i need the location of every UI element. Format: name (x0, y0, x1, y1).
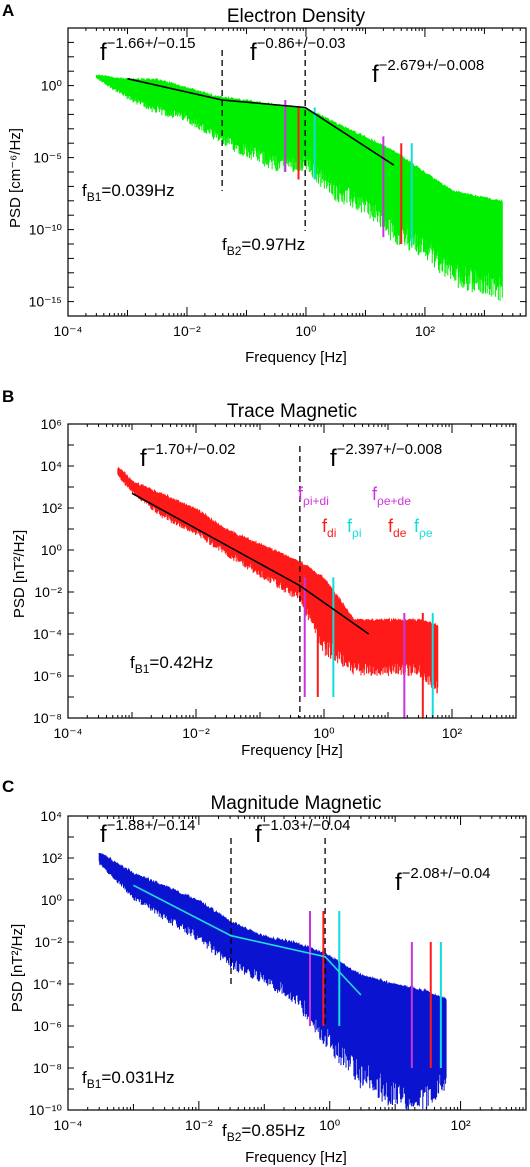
legend-entry-5: fde (388, 516, 407, 540)
legend-entry-2: fρe+de (372, 484, 411, 508)
break-frequency-label-1: fB1=0.039Hz (82, 181, 175, 204)
x-tick-label: 10⁻² (182, 725, 210, 741)
fit-line (131, 492, 370, 635)
power-law-label-2: f−0.86+/−0.03 (250, 35, 346, 66)
power-law-label-1: f−1.70+/−0.02 (140, 441, 236, 472)
y-tick-label: 10⁴ (40, 458, 62, 474)
legend-entry-3: fdi (322, 516, 336, 540)
legend-entry-1: fρi+di (298, 484, 329, 508)
panel-a-title: Electron Density (227, 6, 366, 27)
y-tick-label: 10⁻⁶ (33, 1018, 62, 1034)
plot-area (98, 838, 447, 1110)
y-tick-label: 10⁻⁴ (33, 626, 62, 642)
x-tick-label: 10⁻⁴ (54, 1117, 83, 1133)
panel-letter-c: C (2, 777, 14, 796)
y-tick-label: 10⁶ (41, 416, 62, 432)
y-tick-label: 10⁻⁶ (33, 668, 62, 684)
x-tick-label: 10⁰ (313, 725, 335, 741)
legend-entry-6: fρe (414, 516, 433, 540)
x-tick-label: 10⁻⁴ (54, 725, 83, 741)
y-tick-label: 10⁻⁸ (33, 1060, 62, 1076)
y-tick-label: 10⁻⁸ (33, 710, 62, 726)
legend-entry-4: fρi (347, 516, 362, 540)
panel-letter-a: A (2, 1, 14, 20)
x-tick-label: 10⁻² (173, 323, 201, 339)
plot-area (95, 50, 503, 301)
panel-letter-b: B (2, 387, 14, 406)
plot-area (117, 446, 439, 718)
panel-a-plot: 10⁻⁴ 10⁻² 10⁰ 10² 10⁰ 10⁻⁵ 10⁻¹⁰ 10⁻¹⁵ f−1.66+/−… (29, 27, 527, 339)
x-tick-label: 10⁰ (319, 1117, 341, 1133)
power-law-label-1: f−1.66+/−0.15 (100, 35, 196, 66)
power-law-label-2: f−2.397+/−0.008 (330, 441, 442, 472)
panel-c-title: Magnitude Magnetic (210, 793, 381, 814)
panel-c-xlabel: Frequency [Hz] (245, 1149, 347, 1166)
y-tick-label: 10⁴ (40, 808, 62, 824)
y-tick-label: 10² (42, 500, 63, 516)
power-law-label-3: f−2.08+/−0.04 (395, 865, 491, 896)
y-tick-label: 10⁻² (34, 934, 62, 950)
y-tick-label: 10⁰ (41, 78, 63, 94)
y-tick-label: 10⁻¹⁰ (29, 1102, 63, 1118)
panel-a-ylabel: PSD [cm⁻⁶/Hz] (7, 128, 24, 228)
fit-line (127, 77, 395, 166)
spectrum-upper-line (117, 466, 439, 628)
break-frequency-label-1: fB1=0.031Hz (82, 1068, 175, 1091)
x-tick-label: 10² (415, 323, 436, 339)
x-tick-label: 10² (450, 1117, 471, 1133)
y-tick-label: 10⁻¹⁵ (29, 294, 62, 310)
power-law-label-2: f−1.03+/−0.04 (255, 817, 351, 848)
panel-b-title: Trace Magnetic (227, 401, 357, 422)
y-tick-label: 10⁰ (41, 892, 63, 908)
y-tick-label: 10² (42, 850, 63, 866)
break-frequency-label-1: fB1=0.42Hz (130, 653, 213, 676)
break-frequency-label-2: fB2=0.97Hz (222, 235, 305, 258)
x-tick-label: 10² (442, 725, 463, 741)
y-tick-label: 10⁻⁵ (33, 150, 62, 166)
power-law-label-1: f−1.88+/−0.14 (100, 817, 196, 848)
x-tick-label: 10⁰ (295, 323, 317, 339)
y-tick-label: 10⁻² (34, 584, 62, 600)
y-tick-label: 10⁻⁴ (33, 976, 62, 992)
x-tick-label: 10⁻⁴ (54, 323, 83, 339)
power-law-label-3: f−2.679+/−0.008 (372, 57, 484, 88)
break-frequency-label-2: fB2=0.85Hz (222, 1121, 305, 1144)
fit-line (133, 884, 362, 996)
panel-c-ylabel: PSD [nT²/Hz] (9, 924, 26, 1012)
y-tick-label: 10⁰ (41, 542, 63, 558)
panel-a-xlabel: Frequency [Hz] (245, 349, 347, 366)
panel-b-plot: 10⁻⁴ 10⁻² 10⁰ 10² 10⁶ 10⁴ 10² 10⁰ 10⁻² 10⁻⁴ 10⁻⁶ 10… (33, 416, 517, 741)
panel-b-xlabel: Frequency [Hz] (241, 742, 343, 759)
y-tick-label: 10⁻¹⁰ (29, 222, 63, 238)
spectrum-upper-line (98, 852, 447, 1001)
panel-b-ylabel: PSD [nT²/Hz] (11, 530, 28, 618)
panel-c-plot: 10⁻⁴ 10⁻² 10⁰ 10² 10⁴ 10² 10⁰ 10⁻² 10⁻⁴ 10⁻⁶ 10⁻⁸ 1… (29, 808, 527, 1144)
x-tick-label: 10⁻² (185, 1117, 213, 1133)
spectrum-series (117, 468, 439, 694)
